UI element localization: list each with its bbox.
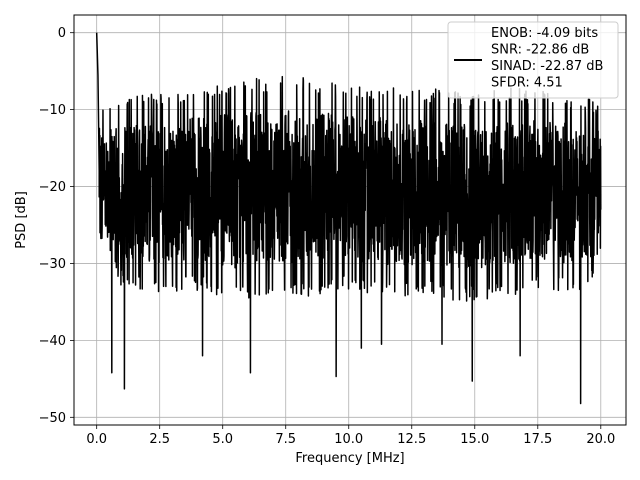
- legend-sfdr-text: SFDR: 4.51: [491, 76, 563, 91]
- psd-line: [95, 32, 602, 405]
- legend-sinad-text: SINAD: -22.87 dB: [491, 59, 603, 74]
- x-tick-label: 2.5: [149, 432, 170, 447]
- x-tick-label: 20.0: [586, 432, 615, 447]
- x-tick-label: 7.5: [275, 432, 296, 447]
- x-tick-label: 15.0: [460, 432, 489, 447]
- y-tick-label: −30: [39, 257, 66, 272]
- y-tick-label: −40: [39, 334, 66, 349]
- spectrum-trace: [95, 32, 602, 405]
- x-axis-ticks: 0.0 2.5 5.0 7.5 10.0 12.5 15.0 17.5 20.0: [86, 425, 615, 447]
- y-axis-label: PSD [dB]: [14, 191, 29, 249]
- plot-frame: [73, 14, 627, 426]
- legend: ENOB: -4.09 bits SNR: -22.86 dB SINAD: -…: [447, 21, 619, 99]
- x-tick-label: 12.5: [397, 432, 426, 447]
- y-tick-label: −10: [39, 103, 66, 118]
- legend-box: [447, 21, 619, 99]
- y-tick-label: −20: [39, 180, 66, 195]
- y-axis-ticks: 0 −10 −20 −30 −40 −50: [39, 26, 74, 426]
- x-axis-label: Frequency [MHz]: [295, 451, 404, 466]
- legend-snr-text: SNR: -22.86 dB: [491, 43, 589, 58]
- x-tick-label: 17.5: [523, 432, 552, 447]
- x-tick-label: 5.0: [212, 432, 233, 447]
- x-tick-label: 10.0: [334, 432, 363, 447]
- y-tick-label: −50: [39, 411, 66, 426]
- legend-enob-text: ENOB: -4.09 bits: [491, 26, 598, 41]
- y-tick-label: 0: [58, 26, 66, 41]
- x-tick-label: 0.0: [86, 432, 107, 447]
